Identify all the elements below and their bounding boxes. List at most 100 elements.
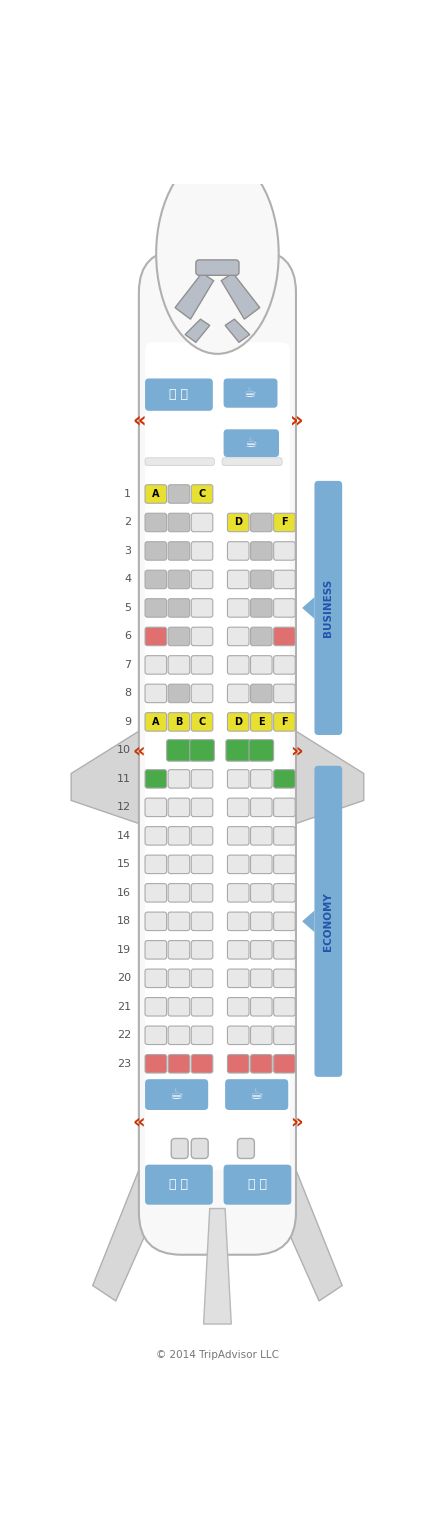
Text: »: » (290, 410, 303, 430)
FancyBboxPatch shape (227, 684, 249, 702)
FancyBboxPatch shape (222, 458, 282, 466)
FancyBboxPatch shape (191, 855, 213, 873)
FancyBboxPatch shape (250, 884, 272, 902)
Text: F: F (281, 518, 288, 527)
FancyBboxPatch shape (168, 884, 190, 902)
FancyBboxPatch shape (145, 458, 214, 466)
FancyBboxPatch shape (168, 627, 190, 646)
FancyBboxPatch shape (274, 968, 295, 988)
FancyBboxPatch shape (145, 378, 213, 410)
FancyBboxPatch shape (250, 911, 272, 930)
Polygon shape (71, 732, 139, 824)
FancyBboxPatch shape (191, 541, 213, 559)
Text: 14: 14 (117, 832, 131, 841)
Text: A: A (152, 716, 159, 727)
FancyBboxPatch shape (145, 798, 167, 816)
Text: D: D (234, 716, 242, 727)
FancyBboxPatch shape (145, 656, 167, 675)
FancyBboxPatch shape (145, 968, 167, 988)
FancyBboxPatch shape (191, 911, 213, 930)
FancyBboxPatch shape (168, 855, 190, 873)
FancyBboxPatch shape (191, 656, 213, 675)
Text: «: « (132, 410, 146, 430)
Text: 11: 11 (117, 775, 131, 784)
FancyBboxPatch shape (145, 343, 290, 1170)
FancyBboxPatch shape (145, 1054, 167, 1073)
FancyBboxPatch shape (145, 1165, 213, 1205)
FancyBboxPatch shape (168, 513, 190, 532)
FancyBboxPatch shape (191, 798, 213, 816)
Polygon shape (93, 1170, 147, 1300)
FancyBboxPatch shape (168, 570, 190, 589)
FancyBboxPatch shape (227, 911, 249, 930)
Text: 🚹 🚺: 🚹 🚺 (170, 1179, 188, 1191)
Text: 9: 9 (124, 716, 131, 727)
Text: A: A (152, 489, 159, 500)
FancyBboxPatch shape (145, 684, 167, 702)
Text: 23: 23 (117, 1059, 131, 1068)
FancyBboxPatch shape (145, 770, 167, 788)
FancyBboxPatch shape (145, 1079, 208, 1110)
Polygon shape (221, 274, 260, 320)
FancyBboxPatch shape (227, 1054, 249, 1073)
FancyBboxPatch shape (145, 713, 167, 732)
FancyBboxPatch shape (168, 827, 190, 845)
Text: 16: 16 (117, 888, 131, 898)
FancyBboxPatch shape (145, 827, 167, 845)
FancyBboxPatch shape (249, 739, 274, 761)
Text: 1: 1 (124, 489, 131, 500)
FancyBboxPatch shape (250, 941, 272, 959)
FancyBboxPatch shape (191, 627, 213, 646)
Text: 10: 10 (117, 745, 131, 755)
FancyBboxPatch shape (224, 1165, 292, 1205)
FancyBboxPatch shape (168, 1027, 190, 1045)
Text: «: « (133, 1113, 145, 1131)
FancyBboxPatch shape (145, 911, 167, 930)
FancyBboxPatch shape (227, 513, 249, 532)
FancyBboxPatch shape (191, 713, 213, 732)
Text: 18: 18 (117, 916, 131, 927)
FancyBboxPatch shape (171, 1139, 188, 1159)
FancyBboxPatch shape (250, 513, 272, 532)
FancyBboxPatch shape (250, 599, 272, 618)
FancyBboxPatch shape (227, 998, 249, 1016)
FancyBboxPatch shape (274, 684, 295, 702)
FancyBboxPatch shape (314, 481, 342, 735)
Text: »: » (290, 741, 303, 759)
FancyBboxPatch shape (274, 911, 295, 930)
FancyBboxPatch shape (274, 798, 295, 816)
FancyBboxPatch shape (227, 941, 249, 959)
Text: ☕: ☕ (250, 1087, 264, 1102)
FancyBboxPatch shape (145, 513, 167, 532)
FancyBboxPatch shape (274, 998, 295, 1016)
Text: 5: 5 (124, 603, 131, 613)
FancyBboxPatch shape (226, 739, 250, 761)
FancyBboxPatch shape (227, 599, 249, 618)
FancyBboxPatch shape (191, 1054, 213, 1073)
FancyBboxPatch shape (227, 770, 249, 788)
FancyBboxPatch shape (227, 827, 249, 845)
Text: 🚹 🚺: 🚹 🚺 (248, 1179, 267, 1191)
Polygon shape (302, 598, 314, 619)
FancyBboxPatch shape (274, 1054, 295, 1073)
Polygon shape (302, 910, 314, 931)
FancyBboxPatch shape (168, 541, 190, 559)
FancyBboxPatch shape (191, 599, 213, 618)
FancyBboxPatch shape (191, 884, 213, 902)
FancyBboxPatch shape (168, 713, 190, 732)
FancyBboxPatch shape (314, 765, 342, 1077)
FancyBboxPatch shape (274, 884, 295, 902)
FancyBboxPatch shape (168, 968, 190, 988)
FancyBboxPatch shape (191, 770, 213, 788)
FancyBboxPatch shape (250, 770, 272, 788)
FancyBboxPatch shape (168, 798, 190, 816)
Text: »: » (290, 1113, 303, 1131)
FancyBboxPatch shape (145, 627, 167, 646)
FancyBboxPatch shape (250, 855, 272, 873)
Text: 19: 19 (117, 945, 131, 954)
FancyBboxPatch shape (145, 941, 167, 959)
FancyBboxPatch shape (224, 429, 279, 456)
FancyBboxPatch shape (168, 770, 190, 788)
Text: 8: 8 (124, 689, 131, 698)
FancyBboxPatch shape (238, 1139, 255, 1159)
